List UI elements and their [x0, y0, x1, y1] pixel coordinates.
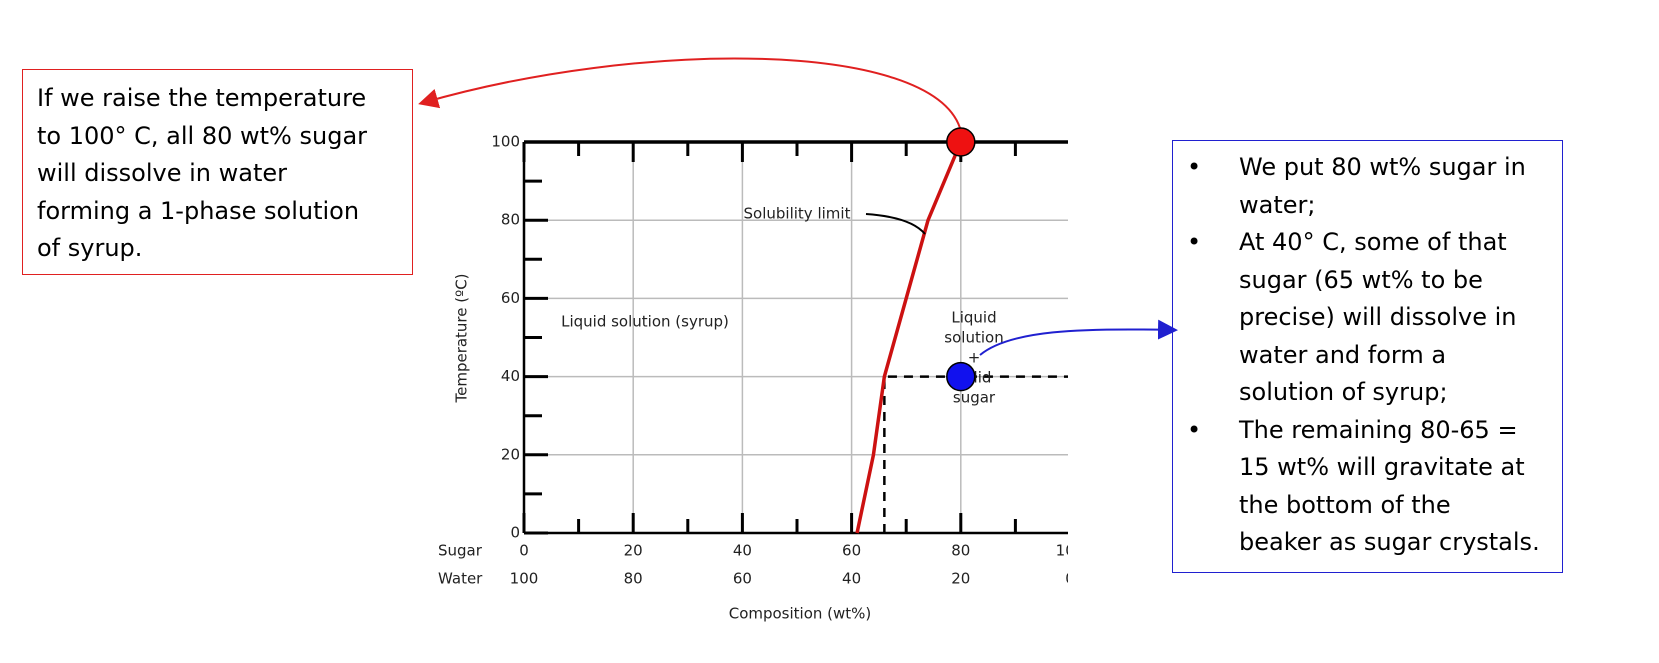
row-label: Sugar: [438, 542, 483, 560]
series-label: Solubility limit: [744, 205, 851, 223]
x-tick-label: 80: [951, 542, 970, 560]
bullet: At 40° C, some of that sugar (65 wt% to b…: [1173, 224, 1562, 412]
note-box: We put 80 wt% sugar in water; At 40° C, so…: [1172, 140, 1563, 573]
note-line: If we raise the temperature: [37, 84, 367, 112]
note-line: beaker as sugar crystals.: [1239, 528, 1540, 556]
x-tick-label: 80: [624, 570, 643, 588]
x-tick-label: 0: [519, 542, 529, 560]
note-line: precise) will dissolve in: [1239, 303, 1517, 331]
x-axis-label: Composition (wt%): [729, 605, 872, 623]
x-tick-label: 40: [842, 570, 861, 588]
label-arrow: [865, 213, 926, 235]
x-tick-label: 20: [951, 570, 970, 588]
note-line: will dissolve in water: [37, 159, 288, 187]
row-label: Water: [438, 570, 483, 588]
arrow: [979, 319, 1178, 356]
state-point: [946, 127, 976, 157]
y-tick-label: 20: [501, 445, 520, 463]
state-point: [946, 361, 976, 392]
bullet: We put 80 wt% sugar in water;: [1173, 149, 1562, 224]
note-line: water and form a: [1239, 340, 1447, 369]
y-tick-label: 100: [491, 133, 520, 151]
x-tick-label: 0: [1065, 570, 1075, 588]
note-line: of syrup.: [37, 234, 143, 262]
annotation: solution: [944, 329, 1003, 347]
note-line: solution of syrup;: [1239, 378, 1448, 406]
y-axis-label: Temperature (ºC): [453, 273, 471, 403]
x-tick-label: 60: [733, 570, 752, 588]
note-line: sugar (65 wt% to be: [1239, 265, 1483, 294]
note-line: the bottom of the: [1239, 490, 1451, 519]
solubility-curve: [855, 141, 963, 534]
x-tick-label: 100: [510, 570, 539, 588]
x-tick-label: 20: [624, 542, 643, 560]
arrow: [418, 57, 961, 129]
note-line: forming a 1-phase solution: [37, 196, 360, 225]
annotation: Liquid: [951, 309, 996, 327]
guide-line: [883, 375, 1068, 533]
y-tick-label: 80: [501, 211, 520, 229]
note-line: We put 80 wt% sugar in: [1239, 153, 1526, 181]
note-line: The remaining 80-65 =: [1239, 415, 1518, 444]
note-line: At 40° C, some of that: [1239, 228, 1507, 256]
note-line: to 100° C, all 80 wt% sugar: [37, 121, 368, 150]
annotation: Liquid solution (syrup): [561, 313, 729, 331]
x-tick-label: 60: [842, 542, 861, 560]
note-box: If we raise the temperature to 100° C, al…: [22, 69, 413, 275]
x-tick-label: 40: [733, 542, 752, 560]
bullet: The remaining 80-65 = 15 wt% will gravita…: [1173, 412, 1562, 562]
y-tick-label: 0: [510, 524, 520, 542]
annotation: sugar: [953, 389, 996, 407]
x-tick-label: 100: [1056, 542, 1085, 560]
note-line: 15 wt% will gravitate at: [1239, 453, 1525, 481]
y-tick-label: 60: [501, 289, 520, 307]
note-line: water;: [1239, 190, 1316, 219]
annotation: +: [968, 349, 981, 367]
y-tick-label: 40: [501, 367, 520, 385]
